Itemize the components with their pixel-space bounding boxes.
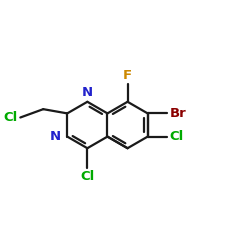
Text: Cl: Cl bbox=[80, 170, 94, 183]
Text: N: N bbox=[50, 130, 61, 143]
Text: F: F bbox=[123, 70, 132, 82]
Text: N: N bbox=[82, 86, 93, 99]
Text: Cl: Cl bbox=[4, 111, 18, 124]
Text: Cl: Cl bbox=[169, 130, 184, 143]
Text: Br: Br bbox=[169, 107, 186, 120]
